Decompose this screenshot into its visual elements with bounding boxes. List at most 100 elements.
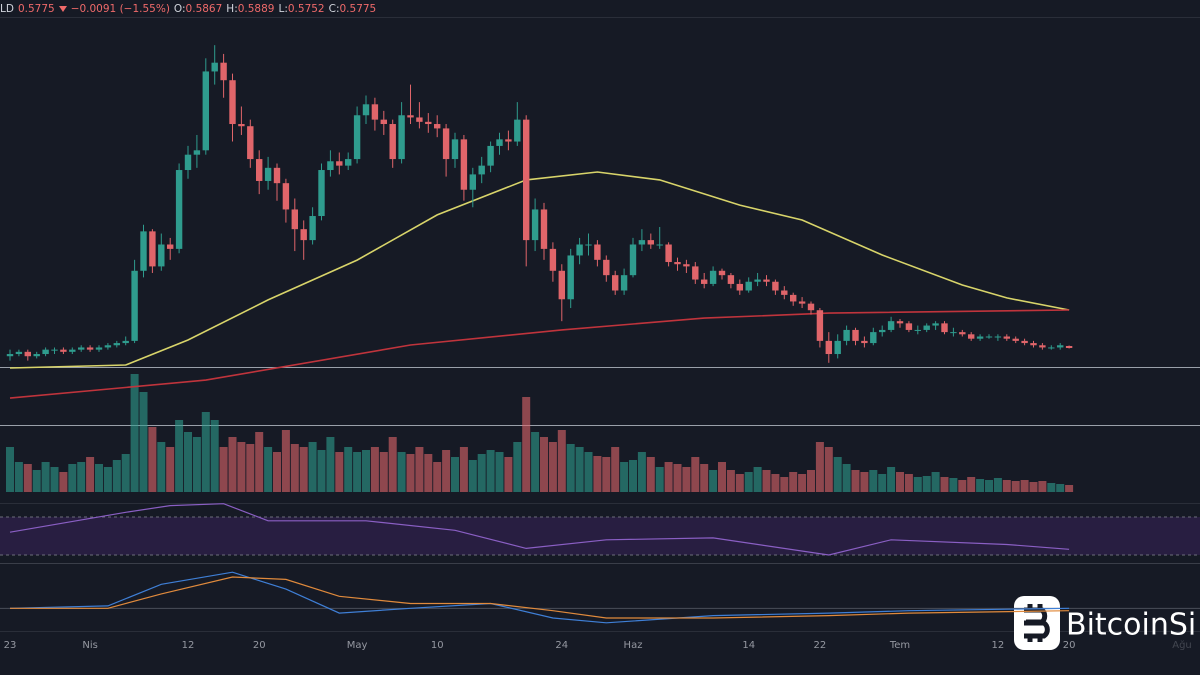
candle-body bbox=[505, 139, 512, 142]
volume-bar bbox=[815, 442, 824, 492]
candle-body bbox=[95, 347, 103, 350]
candle-body bbox=[42, 349, 49, 355]
candle-body bbox=[1003, 336, 1010, 339]
low: 0.5752 bbox=[287, 3, 325, 15]
candle-body bbox=[879, 329, 886, 333]
volume-bar bbox=[896, 472, 904, 492]
candle-body bbox=[113, 343, 120, 346]
candle-body bbox=[816, 310, 824, 341]
volume-bar bbox=[157, 442, 166, 492]
volume-bar bbox=[904, 474, 913, 492]
volume-bar bbox=[513, 442, 522, 492]
candle-body bbox=[620, 275, 628, 291]
candle-body bbox=[585, 244, 592, 246]
candle-body bbox=[941, 323, 948, 333]
candle-body bbox=[229, 80, 236, 125]
candle-body bbox=[175, 170, 183, 249]
x-tick-label: Nis bbox=[82, 640, 97, 651]
candle-body bbox=[923, 325, 930, 330]
candle-body bbox=[487, 145, 494, 166]
high: 0.5889 bbox=[237, 3, 275, 15]
volume-bar bbox=[922, 476, 931, 492]
candle-body bbox=[763, 279, 770, 282]
candle-body bbox=[976, 336, 984, 339]
candle-body bbox=[594, 244, 601, 260]
x-tick-label: 20 bbox=[253, 640, 266, 651]
candle-body bbox=[122, 340, 129, 344]
volume-bar bbox=[976, 479, 985, 492]
candle-body bbox=[629, 244, 637, 276]
last-price: 0.5775 bbox=[17, 3, 55, 15]
volume-bar bbox=[673, 464, 682, 492]
candle-body bbox=[469, 174, 476, 190]
volume-bar bbox=[664, 462, 673, 492]
candle-body bbox=[158, 244, 165, 267]
volume-bar bbox=[691, 457, 700, 492]
volume-bar bbox=[388, 437, 397, 492]
volume-bar bbox=[281, 430, 290, 492]
candle-body bbox=[345, 159, 352, 166]
volume-bar bbox=[50, 467, 59, 492]
volume-bar bbox=[584, 452, 593, 492]
volume-bar bbox=[468, 460, 477, 492]
candle-body bbox=[380, 119, 387, 125]
candle-body bbox=[211, 62, 218, 72]
candle-body bbox=[389, 124, 396, 160]
volume-bar bbox=[789, 472, 798, 492]
volume-bar bbox=[308, 442, 317, 492]
volume-bar bbox=[23, 464, 32, 492]
x-tick-label: 22 bbox=[814, 640, 827, 651]
candle-body bbox=[273, 167, 281, 184]
candle-body bbox=[318, 170, 325, 217]
volume-bar bbox=[718, 462, 726, 492]
volume-bar bbox=[433, 462, 442, 492]
volume-bar bbox=[397, 452, 406, 492]
volume-bar bbox=[148, 427, 157, 492]
volume-bar bbox=[744, 472, 753, 492]
volume-bar bbox=[130, 374, 139, 492]
candle-body bbox=[852, 329, 859, 341]
volume-bar bbox=[228, 437, 237, 492]
candle-body bbox=[256, 159, 263, 181]
volume-bar bbox=[59, 472, 68, 492]
candle-body bbox=[149, 231, 156, 267]
candle-body bbox=[238, 124, 245, 127]
volume-bar bbox=[620, 462, 629, 492]
candle-body bbox=[612, 275, 619, 291]
candle-body bbox=[540, 209, 548, 249]
candle-body bbox=[745, 281, 752, 291]
macd-line bbox=[9, 571, 1070, 624]
candle-body bbox=[985, 336, 993, 338]
volume-bar bbox=[993, 478, 1002, 492]
candle-body bbox=[434, 124, 441, 129]
x-tick-label: Ağu bbox=[1172, 639, 1192, 651]
volume-bar bbox=[1029, 482, 1038, 492]
candle-body bbox=[968, 334, 975, 339]
candle-body bbox=[549, 248, 557, 271]
x-tick-label: Haz bbox=[624, 640, 643, 651]
volume-bar bbox=[682, 467, 691, 492]
volume-bar bbox=[326, 437, 335, 492]
volume-bar bbox=[735, 474, 744, 492]
volume-bar bbox=[700, 464, 709, 492]
volume-bar bbox=[646, 457, 655, 492]
candle-body bbox=[336, 161, 343, 166]
candle-body bbox=[60, 349, 67, 352]
candle-body bbox=[353, 115, 361, 160]
candle-body bbox=[167, 244, 174, 249]
volume-bar bbox=[931, 472, 940, 492]
volume-bar bbox=[593, 456, 602, 492]
candle-body bbox=[202, 71, 209, 151]
volume-bar bbox=[112, 460, 121, 492]
volume-bar bbox=[184, 432, 192, 492]
volume-bar bbox=[967, 477, 976, 492]
candle-body bbox=[184, 154, 192, 171]
candle-body bbox=[576, 244, 583, 256]
candle-body bbox=[674, 262, 681, 265]
candle-body bbox=[291, 209, 298, 230]
volume-bar bbox=[1002, 480, 1011, 492]
volume-bar bbox=[887, 467, 896, 492]
candle-body bbox=[282, 183, 290, 210]
x-tick-label: May bbox=[347, 640, 368, 651]
candle-body bbox=[647, 240, 654, 245]
